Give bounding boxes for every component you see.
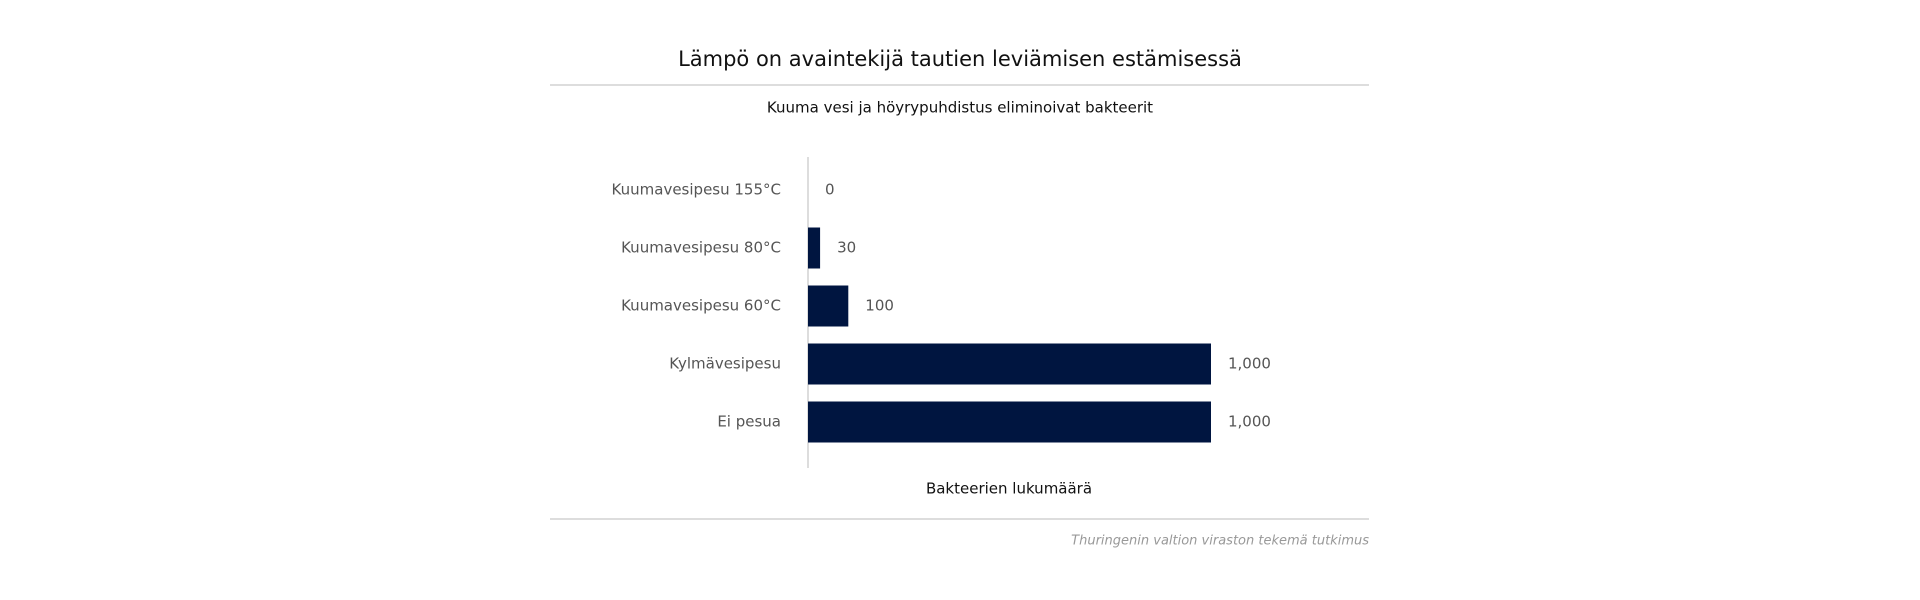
value-label: 100 (865, 297, 894, 315)
y-tick-label: Kuumavesipesu 60°C (621, 297, 781, 315)
value-label: 30 (837, 239, 856, 257)
x-axis-label: Bakteerien lukumäärä (926, 480, 1092, 498)
chart-title: Lämpö on avaintekijä tautien leviämisen … (678, 47, 1242, 71)
chart-subtitle: Kuuma vesi ja höyrypuhdistus eliminoivat… (767, 99, 1153, 117)
value-label: 1,000 (1228, 413, 1271, 431)
bar (808, 285, 849, 327)
bar (808, 343, 1211, 385)
value-label: 1,000 (1228, 355, 1271, 373)
y-tick-label: Ei pesua (717, 413, 781, 431)
source-note: Thuringenin valtion viraston tekemä tutk… (1071, 534, 1369, 549)
value-label: 0 (825, 181, 835, 199)
bar (808, 227, 821, 269)
y-tick-label: Kylmävesipesu (669, 355, 781, 373)
bar (808, 401, 1211, 443)
y-tick-label: Kuumavesipesu 155°C (612, 181, 781, 199)
y-tick-label: Kuumavesipesu 80°C (621, 239, 781, 257)
